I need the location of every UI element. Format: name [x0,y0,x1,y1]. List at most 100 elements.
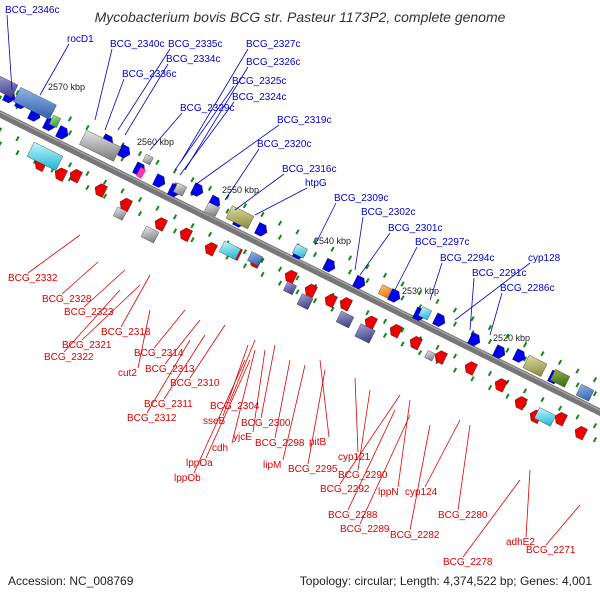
reverse-gene-leader [307,369,326,465]
reverse-gene-leader [189,324,226,379]
scale-tick-mark [470,316,475,322]
forward-gene-leader [174,85,235,171]
scale-tick-mark [505,333,510,339]
forward-gene-label: rocD1 [67,34,94,45]
forward-gene-block [79,129,121,162]
forward-gene-block [418,306,432,321]
reverse-gene-block [247,251,263,267]
reverse-gene-label: BCG_2328 [42,294,92,305]
forward-gene-label: BCG_2301c [388,223,442,234]
scale-tick-mark [382,332,388,339]
forward-gene-leader [469,277,475,331]
forward-gene-block [142,153,154,166]
reverse-gene-arrow [304,283,318,299]
forward-gene-block [549,369,571,388]
scale-tick-label: 2520 kbp [493,333,530,343]
scale-tick-mark [365,309,370,316]
reverse-gene-leader [354,377,359,453]
scale-tick-mark [85,170,90,177]
scale-tick-label: 2570 kbp [48,82,85,92]
reverse-gene-leader [81,284,141,341]
reverse-gene-label: BCG_2295 [288,464,338,475]
reverse-gene-leader [409,424,431,531]
reverse-gene-label: BCG_2289 [340,524,390,535]
forward-gene-label: BCG_2324c [232,92,286,103]
scale-tick-mark [382,272,388,279]
scale-tick-mark [172,228,178,234]
forward-gene-leader [254,187,308,216]
forward-gene-leader [94,48,113,121]
scale-tick-mark [330,246,335,252]
reverse-gene-block [283,281,297,296]
scale-tick-mark [207,231,213,238]
reverse-gene-leader [137,309,151,369]
reverse-gene-arrow [324,293,338,309]
reverse-gene-label: BCG_2292 [320,484,370,495]
reverse-gene-arrow [434,350,448,365]
scale-tick-mark [15,136,20,142]
forward-gene-block [575,383,595,402]
forward-gene-label: BCG_2325c [232,76,286,87]
reverse-gene-label: yjcE [233,432,252,443]
forward-gene-leader [359,232,391,276]
forward-gene-block [522,354,548,377]
scale-tick-mark [190,223,195,229]
forward-gene-label: BCG_2329c [180,103,234,114]
forward-gene-arrow [492,344,506,359]
forward-gene-block [135,167,147,179]
reverse-gene-block [140,225,160,244]
forward-gene-leader [117,48,171,131]
reverse-gene-arrow [574,426,588,441]
reverse-gene-label: BCG_2271 [526,545,576,556]
reverse-gene-leader [231,349,256,444]
reverse-gene-block [534,407,556,427]
scale-tick-mark [190,177,195,183]
reverse-gene-leader [260,344,276,419]
reverse-gene-block [335,310,355,329]
scale-tick-mark [295,275,300,281]
forward-gene-block [48,114,62,128]
forward-gene-label: BCG_2302c [361,207,415,218]
forward-gene-leader [429,262,443,301]
reverse-gene-label: lppOa [186,458,213,469]
reverse-gene-leader [63,289,121,353]
reverse-gene-leader [359,414,411,525]
reverse-gene-label: BCG_2290 [338,470,388,481]
reverse-gene-label: BCG_2318 [101,327,151,338]
scale-tick-mark [592,437,598,443]
reverse-gene-leader [120,274,151,328]
scale-tick-label: 2550 kbp [222,185,259,195]
scale-tick-mark [487,384,493,391]
forward-gene-block [292,243,308,259]
scale-tick-mark [452,367,458,373]
reverse-gene-leader [525,469,531,538]
reverse-gene-arrow [364,315,378,330]
forward-gene-label: BCG_2316c [282,164,336,175]
scale-tick-mark [137,150,143,157]
scale-tick-mark [592,377,598,383]
scale-tick-mark [295,289,300,295]
forward-gene-leader [179,101,235,176]
scale-tick-mark [0,95,3,101]
scale-tick-mark [417,290,423,296]
reverse-gene-label: BCG_2312 [127,413,177,424]
scale-tick-mark [155,205,160,211]
scale-tick-mark [330,306,335,312]
forward-gene-leader [124,63,169,136]
scale-tick-mark [540,350,545,357]
reverse-gene-arrow [409,336,423,351]
reverse-gene-label: BCG_2300 [241,418,291,429]
forward-gene-leader [184,66,249,171]
reverse-gene-label: BCG_2313 [145,364,195,375]
reverse-gene-leader [357,389,371,471]
forward-gene-label: BCG_2346c [5,5,59,16]
scale-tick-mark [137,210,143,217]
forward-gene-label: BCG_2340c [110,39,164,50]
scale-tick-mark [592,391,598,397]
scale-tick-mark [225,208,230,214]
reverse-gene-leader [205,359,251,459]
reverse-gene-label: lppOb [174,473,201,484]
scale-tick-mark [0,141,3,147]
scale-tick-mark [277,280,283,286]
scale-tick-mark [592,423,598,429]
